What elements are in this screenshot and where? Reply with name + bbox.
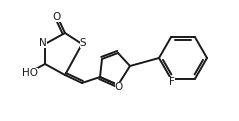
Text: O: O [115,82,123,92]
Text: F: F [169,77,175,87]
Text: HO: HO [22,68,38,78]
Text: S: S [80,38,86,48]
Text: N: N [39,38,47,48]
Text: O: O [53,12,61,22]
